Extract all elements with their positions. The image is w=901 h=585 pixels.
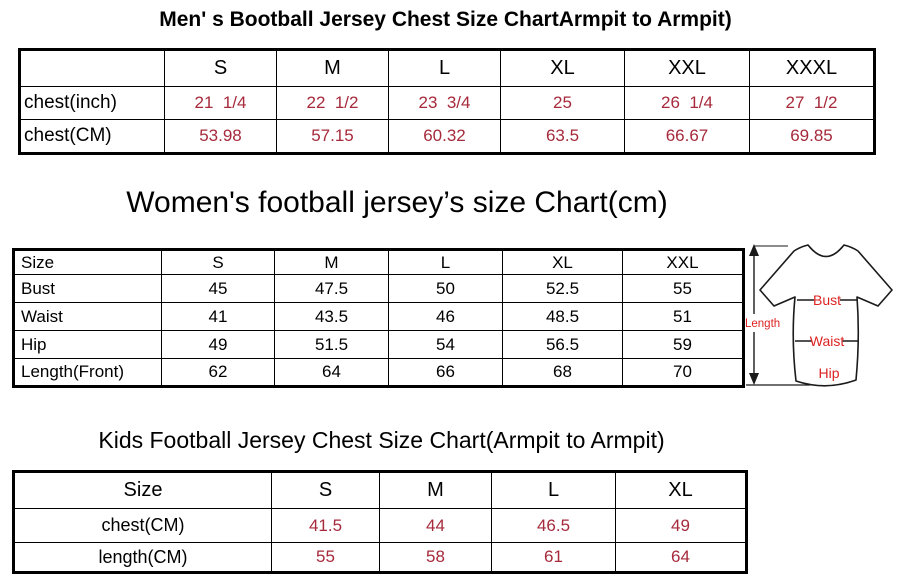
women-header-cell-s: S: [161, 249, 275, 275]
women-header-cell-xxl: XXL: [622, 249, 744, 275]
women-header-cell-m: M: [274, 249, 389, 275]
women-value-cell: 51.5: [274, 330, 389, 359]
women-row-hip: Hip 49 51.5 54 56.5 59: [13, 330, 744, 359]
men-value-cell: 25: [500, 86, 625, 120]
men-value-cell: 22 1/2: [276, 86, 389, 120]
men-row-label: chest(inch): [19, 86, 165, 120]
women-value-cell: 48.5: [502, 302, 623, 331]
length-arrowhead-up: [749, 244, 759, 256]
women-row-label: Hip: [13, 330, 162, 359]
women-value-cell: 55: [622, 274, 744, 303]
kids-row-chest-cm: chest(CM) 41.5 44 46.5 49: [13, 508, 747, 543]
men-value-cell: 23 3/4: [388, 86, 501, 120]
kids-row-label: length(CM): [13, 542, 272, 573]
women-value-cell: 49: [161, 330, 275, 359]
women-value-cell: 51: [622, 302, 744, 331]
men-header-cell-m: M: [276, 49, 389, 87]
kids-header-cell-m: M: [379, 471, 492, 509]
kids-value-cell: 64: [615, 542, 747, 573]
kids-header-cell-size: Size: [13, 471, 272, 509]
women-value-cell: 45: [161, 274, 275, 303]
men-header-cell-xxl: XXL: [624, 49, 750, 87]
men-value-cell: 57.15: [276, 119, 389, 154]
kids-value-cell: 58: [379, 542, 492, 573]
women-row-length-front: Length(Front) 62 64 66 68 70: [13, 358, 744, 387]
kids-value-cell: 49: [615, 508, 747, 543]
men-header-cell-xxxl: XXXL: [749, 49, 875, 87]
women-value-cell: 47.5: [274, 274, 389, 303]
kids-header-row: Size S M L XL: [13, 471, 747, 509]
women-value-cell: 64: [274, 358, 389, 387]
men-header-cell-s: S: [164, 49, 277, 87]
women-value-cell: 54: [388, 330, 503, 359]
men-value-cell: 26 1/4: [624, 86, 750, 120]
kids-size-table: Size S M L XL chest(CM) 41.5 44 46.5 49 …: [12, 470, 748, 574]
men-chart-title: Men' s Bootball Jersey Chest Size ChartA…: [159, 8, 732, 31]
men-size-table: S M L XL XXL XXXL chest(inch) 21 1/4 22 …: [18, 48, 876, 155]
women-row-label: Bust: [13, 274, 162, 303]
kids-value-cell: 61: [491, 542, 616, 573]
women-chart-title: Women's football jersey’s size Chart(cm): [126, 186, 668, 219]
kids-value-cell: 44: [379, 508, 492, 543]
men-value-cell: 63.5: [500, 119, 625, 154]
men-row-chest-inch: chest(inch) 21 1/4 22 1/2 23 3/4 25 26 1…: [19, 86, 875, 120]
kids-value-cell: 55: [271, 542, 380, 573]
women-value-cell: 62: [161, 358, 275, 387]
men-value-cell: 60.32: [388, 119, 501, 154]
kids-header-cell-l: L: [491, 471, 616, 509]
women-value-cell: 46: [388, 302, 503, 331]
kids-value-cell: 46.5: [491, 508, 616, 543]
women-header-row: Size S M L XL XXL: [13, 249, 744, 275]
men-header-cell-xl: XL: [500, 49, 625, 87]
women-row-label: Length(Front): [13, 358, 162, 387]
men-row-chest-cm: chest(CM) 53.98 57.15 60.32 63.5 66.67 6…: [19, 119, 875, 154]
men-value-cell: 69.85: [749, 119, 875, 154]
men-header-cell-l: L: [388, 49, 501, 87]
women-value-cell: 68: [502, 358, 623, 387]
women-header-cell-l: L: [388, 249, 503, 275]
women-value-cell: 41: [161, 302, 275, 331]
women-row-bust: Bust 45 47.5 50 52.5 55: [13, 274, 744, 303]
collar-inner-line: [809, 246, 843, 258]
women-header-cell-xl: XL: [502, 249, 623, 275]
length-label: Length: [745, 318, 780, 330]
women-row-waist: Waist 41 43.5 46 48.5 51: [13, 302, 744, 331]
women-header-cell-size: Size: [13, 249, 162, 275]
men-value-cell: 66.67: [624, 119, 750, 154]
waist-label: Waist: [810, 333, 845, 349]
women-value-cell: 66: [388, 358, 503, 387]
hip-label: Hip: [818, 365, 839, 381]
women-value-cell: 52.5: [502, 274, 623, 303]
women-value-cell: 56.5: [502, 330, 623, 359]
tshirt-outline: [759, 244, 893, 387]
kids-header-cell-s: S: [271, 471, 380, 509]
men-row-label: chest(CM): [19, 119, 165, 154]
length-arrowhead-down: [749, 373, 759, 385]
bust-label: Bust: [813, 292, 841, 308]
men-header-empty-cell: [19, 49, 165, 87]
women-value-cell: 70: [622, 358, 744, 387]
women-row-label: Waist: [13, 302, 162, 331]
kids-chart-title: Kids Football Jersey Chest Size Chart(Ar…: [98, 427, 665, 453]
men-value-cell: 21 1/4: [164, 86, 277, 120]
tshirt-measurement-diagram: Bust Waist Hip Length: [745, 244, 893, 387]
kids-header-cell-xl: XL: [615, 471, 747, 509]
men-header-row: S M L XL XXL XXXL: [19, 49, 875, 87]
kids-row-label: chest(CM): [13, 508, 272, 543]
men-value-cell: 53.98: [164, 119, 277, 154]
women-value-cell: 50: [388, 274, 503, 303]
men-value-cell: 27 1/2: [749, 86, 875, 120]
kids-row-length-cm: length(CM) 55 58 61 64: [13, 542, 747, 573]
women-size-table: Size S M L XL XXL Bust 45 47.5 50 52.5 5…: [12, 248, 745, 388]
women-value-cell: 43.5: [274, 302, 389, 331]
women-value-cell: 59: [622, 330, 744, 359]
kids-value-cell: 41.5: [271, 508, 380, 543]
